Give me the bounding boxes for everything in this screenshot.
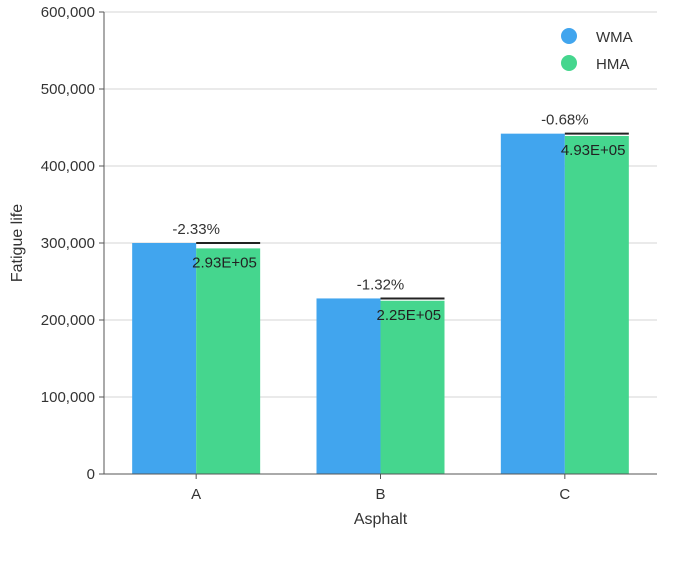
percent-label: -0.68% bbox=[541, 112, 589, 129]
legend: WMA HMA bbox=[561, 28, 633, 73]
y-axis-label: Fatigue life bbox=[9, 204, 26, 282]
y-tick-label: 400,000 bbox=[41, 158, 95, 175]
bar-wma-a bbox=[132, 243, 197, 474]
y-tick-label: 600,000 bbox=[41, 4, 95, 21]
bar-wma-b bbox=[316, 298, 381, 474]
value-label: 2.93E+05 bbox=[192, 254, 257, 271]
legend-label-wma: WMA bbox=[596, 29, 633, 46]
bar-hma-a bbox=[196, 248, 261, 474]
legend-label-hma: HMA bbox=[596, 56, 629, 73]
bar-wma-c bbox=[500, 133, 565, 474]
y-tick-label: 0 bbox=[87, 466, 95, 483]
y-tick-label: 200,000 bbox=[41, 312, 95, 329]
x-tick-label: C bbox=[559, 486, 570, 503]
percent-label: -2.33% bbox=[172, 221, 220, 238]
value-label: 2.25E+05 bbox=[377, 307, 442, 324]
annotations: -2.33% 2.93E+05 -1.32% 2.25E+05 -0.68% 4.93E+… bbox=[172, 112, 629, 324]
y-tick-label: 500,000 bbox=[41, 81, 95, 98]
x-tick-label: B bbox=[375, 486, 385, 503]
axes: 0 100,000 200,000 300,000 400,000 500,000 600,… bbox=[41, 4, 657, 503]
y-tick-label: 300,000 bbox=[41, 235, 95, 252]
legend-marker-hma bbox=[561, 55, 577, 71]
percent-label: -1.32% bbox=[357, 276, 405, 293]
bar-hma-b bbox=[380, 300, 445, 474]
bars bbox=[132, 133, 629, 474]
x-tick-label: A bbox=[191, 486, 201, 503]
bar-hma-c bbox=[564, 135, 629, 474]
legend-marker-wma bbox=[561, 28, 577, 44]
value-label: 4.93E+05 bbox=[561, 142, 626, 159]
y-tick-label: 100,000 bbox=[41, 389, 95, 406]
x-axis-label: Asphalt bbox=[354, 511, 408, 528]
